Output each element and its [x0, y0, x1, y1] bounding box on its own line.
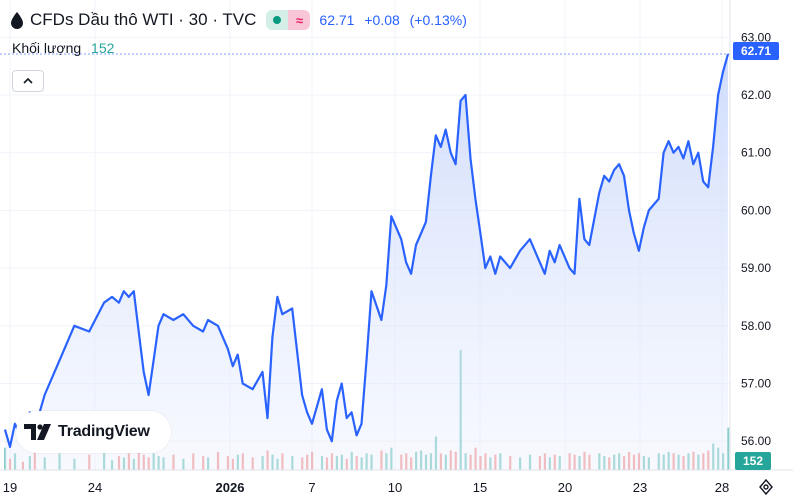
market-open-dot-icon [273, 16, 282, 24]
price-tick-label: 60.00 [741, 203, 771, 217]
settings-icon[interactable] [757, 478, 775, 496]
time-tick-label: 2026 [216, 480, 245, 495]
time-tick-label: 7 [308, 480, 315, 495]
volume-label: Khối lượng [12, 40, 82, 56]
tradingview-logo-icon [24, 424, 51, 440]
price-tick-label: 56.00 [741, 434, 771, 448]
volume-bar [727, 427, 730, 470]
volume-value: 152 [91, 40, 115, 56]
market-open-badge[interactable] [266, 10, 289, 30]
last-volume-tag: 152 [735, 452, 771, 470]
price-tick-label: 62.00 [741, 88, 771, 102]
quote: 62.71 +0.08 (+0.13%) [319, 12, 472, 28]
status-badges[interactable]: ≈ [266, 10, 311, 30]
time-tick-label: 10 [388, 480, 402, 495]
tradingview-logo-text: TradingView [58, 423, 150, 440]
time-tick-label: 19 [3, 480, 17, 495]
collapse-legend-button[interactable] [12, 70, 44, 92]
time-axis: 19 24 2026 7 10 15 20 23 28 [3, 480, 729, 495]
symbol-title[interactable]: CFDs Dầu thô WTI · 30 · TVC [30, 10, 257, 29]
time-tick-label: 23 [633, 480, 647, 495]
time-tick-label: 20 [558, 480, 572, 495]
tradingview-logo[interactable]: TradingView [16, 411, 171, 453]
chevron-up-icon [23, 77, 33, 84]
price-change-pct: (+0.13%) [409, 12, 467, 28]
drop-icon [11, 12, 23, 29]
last-price: 62.71 [319, 12, 355, 28]
price-area [5, 54, 728, 470]
price-tick-label: 61.00 [741, 146, 771, 160]
price-change: +0.08 [364, 12, 400, 28]
approx-badge[interactable]: ≈ [288, 10, 311, 30]
price-tick-label: 59.00 [741, 261, 771, 275]
chart-header: CFDs Dầu thô WTI · 30 · TVC ≈ 62.71 +0.0… [10, 9, 473, 31]
price-tick-label: 58.00 [741, 319, 771, 333]
time-tick-label: 24 [88, 480, 102, 495]
approx-icon: ≈ [295, 12, 303, 28]
time-tick-label: 28 [715, 480, 729, 495]
volume-legend[interactable]: Khối lượng 152 [12, 40, 114, 56]
price-line [3, 53, 730, 448]
price-tick-label: 63.00 [741, 30, 771, 44]
price-axis: 63.00 62.00 61.00 60.00 59.00 58.00 57.00 56.00 [741, 30, 771, 448]
time-tick-label: 15 [473, 480, 487, 495]
last-price-tag: 62.71 [733, 42, 779, 60]
price-tick-label: 57.00 [741, 376, 771, 390]
